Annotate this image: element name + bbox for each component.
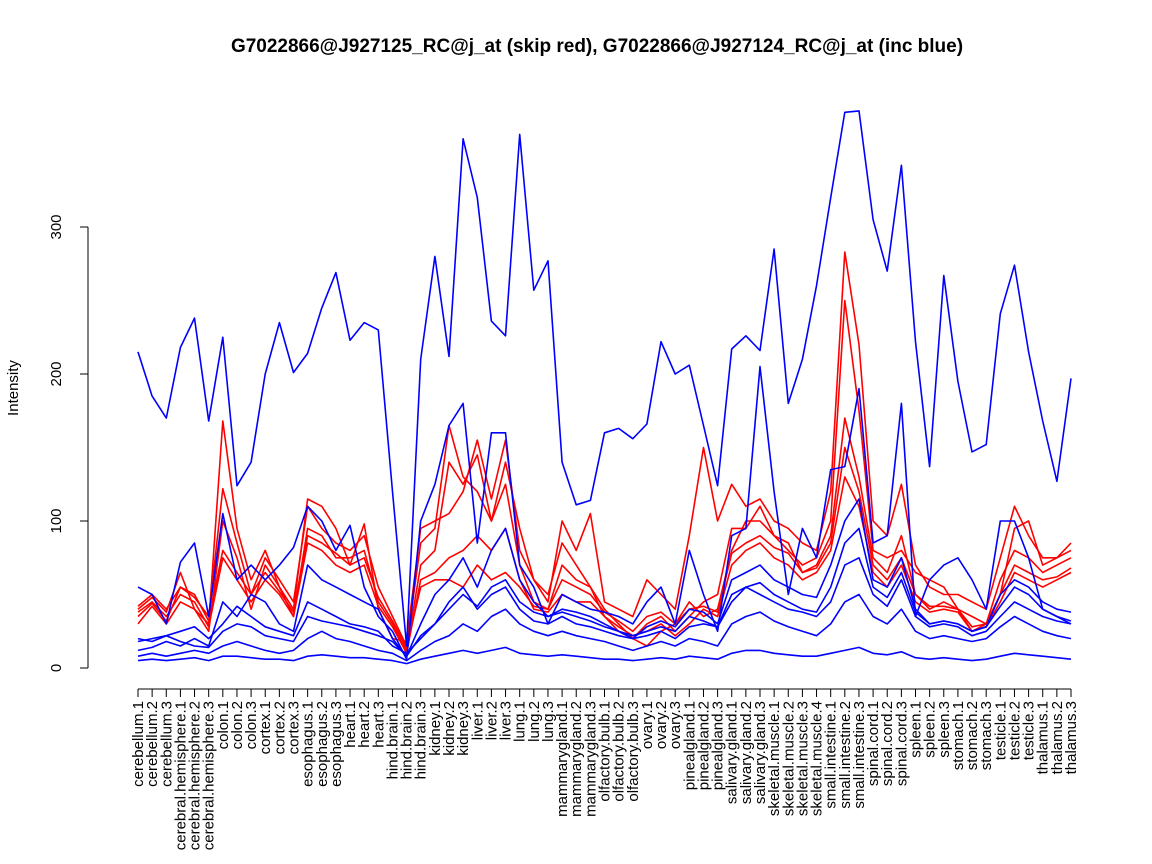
x-tick-label: testicle.2 (1006, 701, 1023, 760)
x-tick-label: lung.3 (540, 701, 557, 742)
x-tick-label: esophagus.1 (300, 701, 317, 787)
x-tick-label: small.intestine.2 (837, 701, 854, 809)
x-tick-label: kidney.1 (427, 701, 444, 756)
x-tick-label: olfactory.bulb.2 (611, 701, 628, 802)
series-line-inc-8 (137, 556, 1072, 655)
series-line-inc-11 (137, 646, 1072, 665)
x-tick-label: testicle.1 (992, 701, 1009, 760)
x-tick-label: skeletal.muscle.1 (766, 701, 783, 816)
x-tick-label: ovary.2 (653, 701, 670, 749)
series-line-skip-1 (137, 299, 1072, 647)
x-tick-label: mammarygland.2 (568, 701, 585, 817)
x-tick-label: heart.3 (370, 701, 387, 748)
x-tick-label: pinealgland.3 (710, 701, 727, 790)
x-tick-label: hind.brain.3 (413, 701, 430, 779)
x-axis: cerebellum.1cerebellum.2cerebellum.3cere… (130, 688, 1080, 850)
x-tick-label: salivary.gland.1 (724, 701, 741, 804)
x-tick-label: cerebellum.1 (130, 701, 147, 787)
x-tick-label: colon.2 (229, 701, 246, 749)
x-tick-label: liver.2 (483, 701, 500, 740)
y-axis-label: Intensity (5, 360, 22, 416)
x-tick-label: pinealgland.2 (695, 701, 712, 790)
x-tick-label: kidney.3 (455, 701, 472, 756)
x-tick-label: ovary.3 (667, 701, 684, 749)
x-tick-label: small.intestine.3 (851, 701, 868, 809)
x-tick-label: lung.2 (526, 701, 543, 742)
x-tick-label: kidney.2 (441, 701, 458, 756)
series-line-inc-9 (137, 498, 1072, 658)
x-tick-label: cortex.1 (257, 701, 274, 754)
series-line-inc-12 (137, 527, 1072, 658)
x-tick-label: esophagus.2 (314, 701, 331, 787)
x-tick-label: cerebellum.2 (144, 701, 161, 787)
x-tick-label: cerebral.hemisphere.1 (172, 701, 189, 850)
x-tick-label: heart.2 (356, 701, 373, 748)
series-line-skip-4 (137, 476, 1072, 655)
series-line-skip-2 (137, 251, 1072, 647)
x-tick-label: salivary.gland.2 (738, 701, 755, 804)
x-tick-label: heart.1 (342, 701, 359, 748)
x-tick-label: stomach.2 (964, 701, 981, 770)
x-tick-label: salivary.gland.3 (752, 701, 769, 804)
x-tick-label: colon.1 (215, 701, 232, 749)
x-tick-label: lung.1 (512, 701, 529, 742)
x-tick-label: liver.1 (469, 701, 486, 740)
x-tick-label: mammarygland.3 (582, 701, 599, 817)
x-tick-label: spleen.1 (908, 701, 925, 758)
y-tick-label: 0 (48, 664, 65, 672)
series-layer (137, 110, 1072, 665)
x-tick-label: spleen.2 (922, 701, 939, 758)
y-axis: 0 100 200 300 (48, 214, 89, 672)
x-tick-label: mammarygland.1 (554, 701, 571, 817)
x-tick-label: spleen.3 (936, 701, 953, 758)
x-tick-label: thalamus.2 (1049, 701, 1066, 774)
y-tick-label: 200 (48, 361, 65, 386)
x-tick-label: esophagus.3 (328, 701, 345, 787)
y-tick-label: 300 (48, 214, 65, 239)
series-line-inc-10 (137, 593, 1072, 662)
x-tick-label: olfactory.bulb.3 (625, 701, 642, 802)
x-tick-label: cerebral.hemisphere.3 (201, 701, 218, 850)
x-tick-label: colon.3 (243, 701, 260, 749)
x-tick-label: skeletal.muscle.4 (809, 701, 826, 816)
x-tick-label: testicle.3 (1021, 701, 1038, 760)
x-tick-label: hind.brain.2 (399, 701, 416, 779)
x-tick-label: olfactory.bulb.1 (597, 701, 614, 802)
x-tick-label: skeletal.muscle.2 (780, 701, 797, 816)
x-tick-label: spinal.cord.2 (879, 701, 896, 786)
x-tick-label: cerebral.hemisphere.2 (187, 701, 204, 850)
x-tick-label: thalamus.3 (1063, 701, 1080, 774)
x-tick-label: pinealgland.1 (681, 701, 698, 790)
x-tick-label: spinal.cord.3 (893, 701, 910, 786)
x-tick-label: ovary.1 (639, 701, 656, 749)
x-tick-label: skeletal.muscle.3 (794, 701, 811, 816)
x-tick-label: cortex.3 (286, 701, 303, 754)
x-tick-label: liver.3 (498, 701, 515, 740)
x-tick-label: stomach.1 (950, 701, 967, 770)
x-tick-label: thalamus.1 (1035, 701, 1052, 774)
y-tick-label: 100 (48, 508, 65, 533)
x-tick-label: hind.brain.1 (384, 701, 401, 779)
x-tick-label: cerebellum.3 (158, 701, 175, 787)
x-tick-label: stomach.3 (978, 701, 995, 770)
series-line-inc-6 (137, 110, 1072, 647)
x-tick-label: spinal.cord.1 (865, 701, 882, 786)
x-tick-label: cortex.2 (271, 701, 288, 754)
x-tick-label: small.intestine.1 (823, 701, 840, 809)
chart-title: G7022866@J927125_RC@j_at (skip red), G70… (231, 36, 963, 57)
